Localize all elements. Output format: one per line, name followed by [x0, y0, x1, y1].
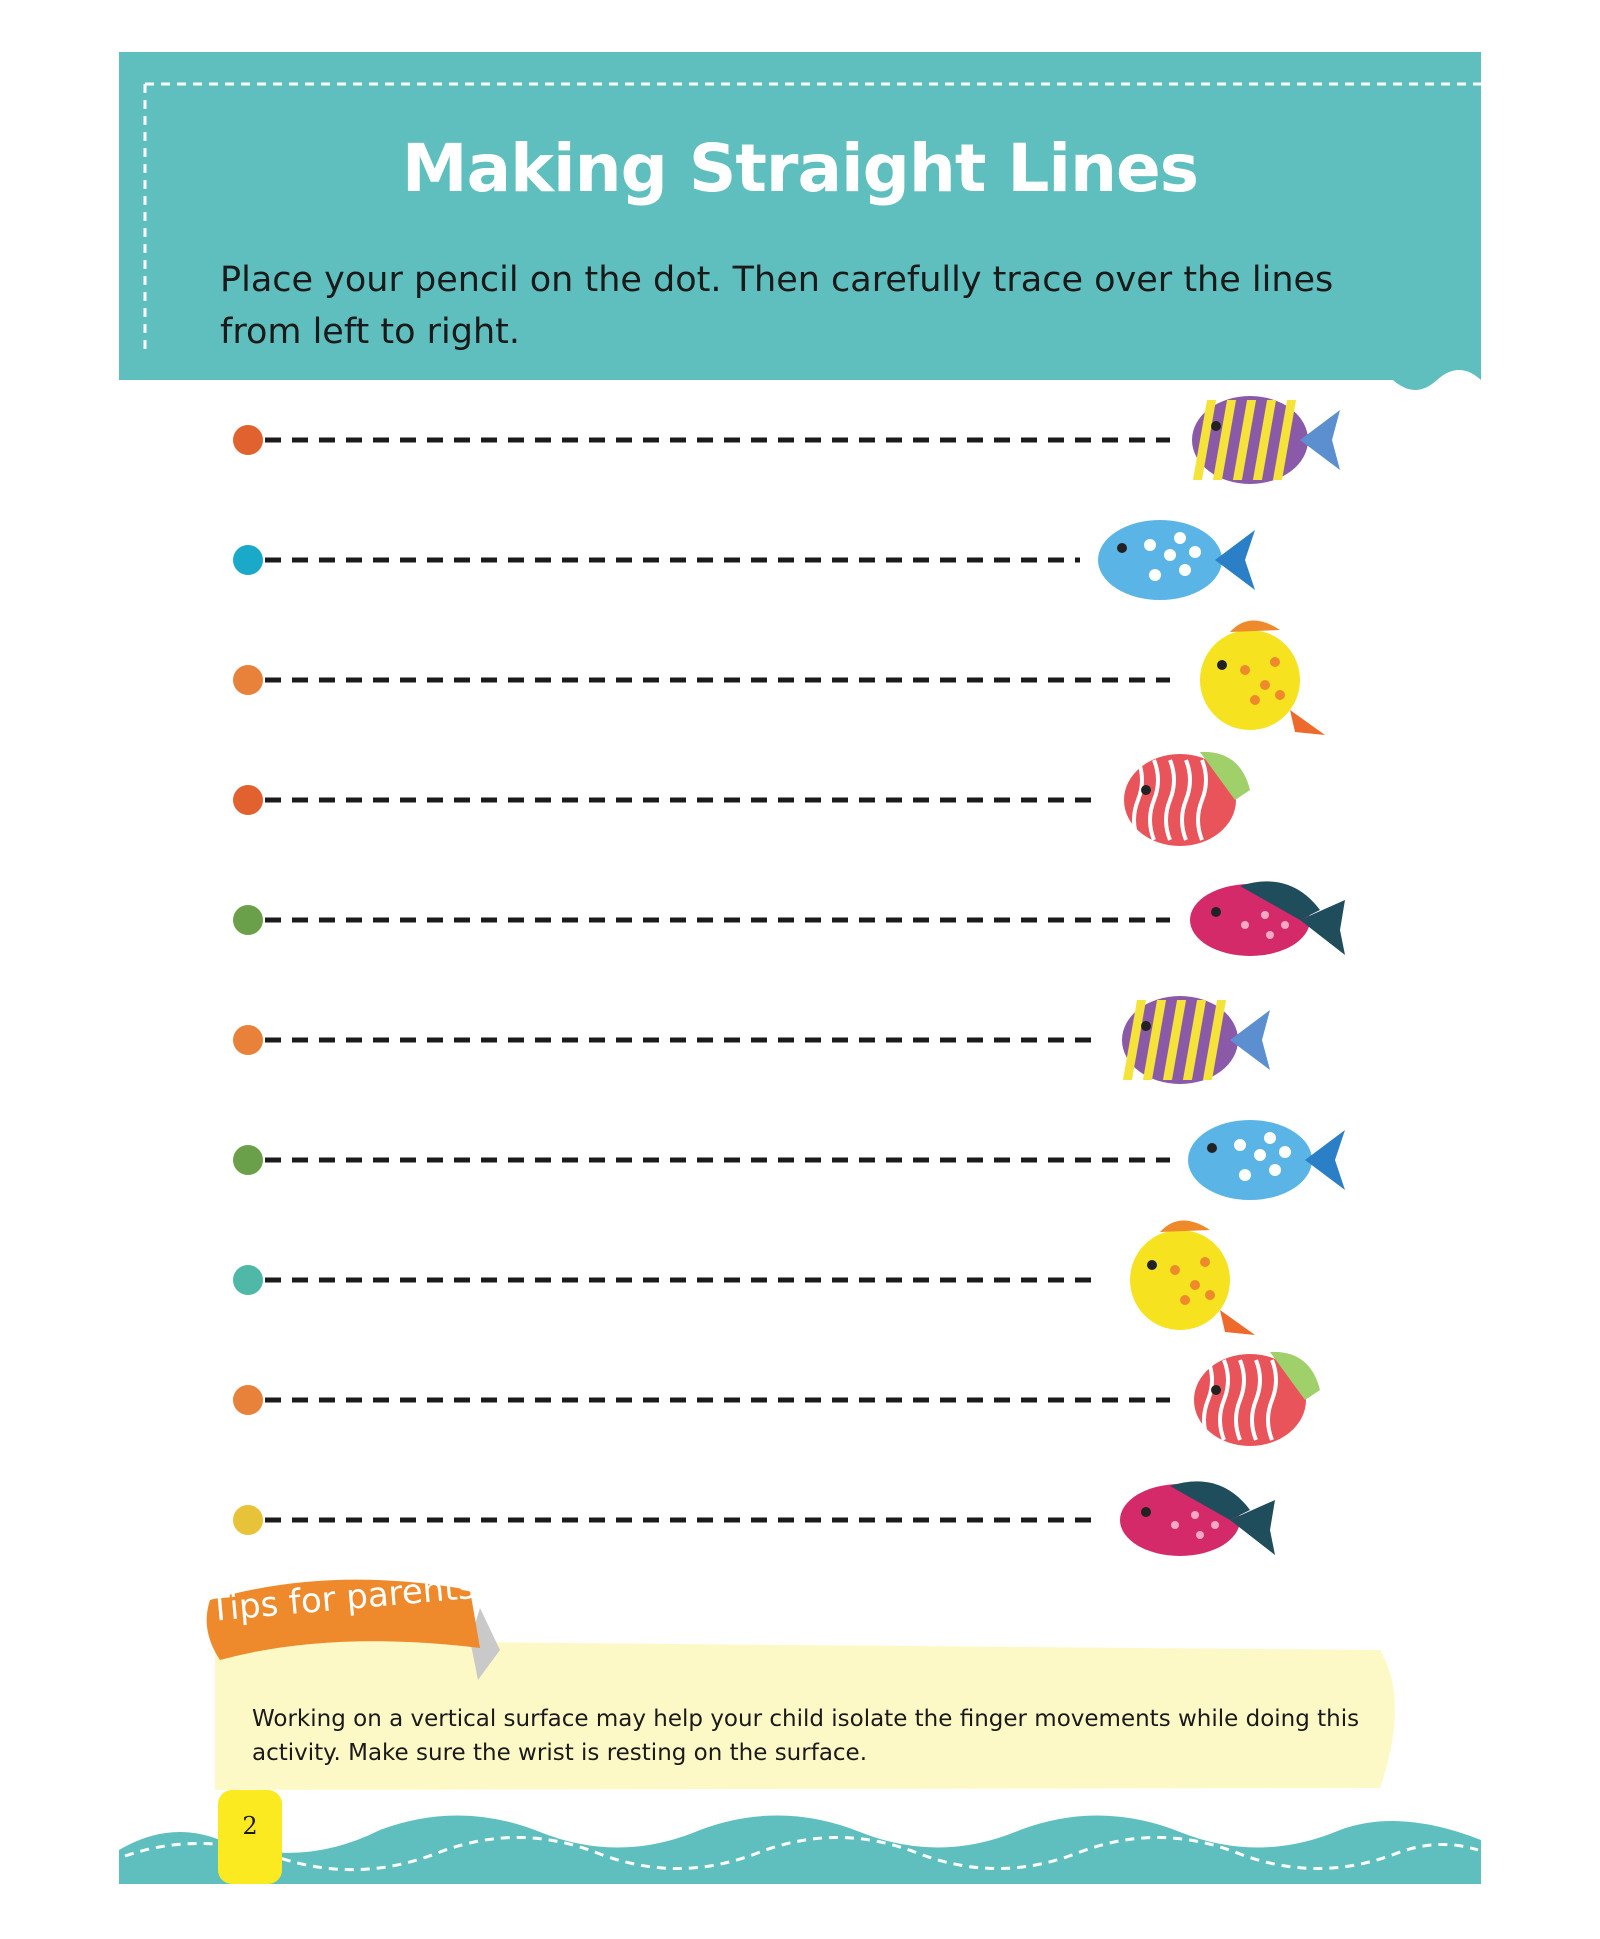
tracing-row [233, 1120, 1345, 1200]
purple-striped-fish-icon [1192, 396, 1340, 484]
header-banner [119, 52, 1481, 390]
tracing-row [233, 881, 1345, 956]
tracing-row [233, 1351, 1320, 1446]
start-dot[interactable] [233, 425, 263, 455]
magenta-spotted-fish-icon [1120, 1481, 1275, 1556]
yellow-spotted-fish-icon [1200, 620, 1325, 735]
footer-wave [119, 1815, 1481, 1884]
tips-text: Working on a vertical surface may help y… [252, 1706, 1360, 1766]
purple-striped-fish-icon [1122, 996, 1270, 1084]
tips-box [215, 1640, 1395, 1790]
tracing-row [233, 1481, 1275, 1556]
magenta-spotted-fish-icon [1190, 881, 1345, 956]
page-number-tab [218, 1790, 282, 1884]
tracing-row [233, 620, 1325, 735]
red-wavy-fish-icon [1194, 1351, 1320, 1446]
start-dot[interactable] [233, 1265, 263, 1295]
start-dot[interactable] [233, 905, 263, 935]
start-dot[interactable] [233, 1025, 263, 1055]
tracing-row [233, 751, 1250, 846]
blue-spotted-fish-icon [1188, 1120, 1345, 1200]
instructions-text: Place your pencil on the dot. Then caref… [220, 260, 1334, 352]
start-dot[interactable] [233, 545, 263, 575]
yellow-spotted-fish-icon [1130, 1220, 1255, 1335]
start-dot[interactable] [233, 1385, 263, 1415]
start-dot[interactable] [233, 1145, 263, 1175]
tracing-row [233, 1220, 1255, 1335]
start-dot[interactable] [233, 1505, 263, 1535]
page-number: 2 [242, 1812, 258, 1840]
tips-tag [206, 1579, 500, 1680]
tracing-row [233, 996, 1270, 1084]
page-title: Making Straight Lines [401, 130, 1199, 207]
blue-spotted-fish-icon [1098, 520, 1255, 600]
tracing-row [233, 520, 1255, 600]
start-dot[interactable] [233, 785, 263, 815]
red-wavy-fish-icon [1124, 751, 1250, 846]
tracing-row [233, 396, 1340, 484]
start-dot[interactable] [233, 665, 263, 695]
